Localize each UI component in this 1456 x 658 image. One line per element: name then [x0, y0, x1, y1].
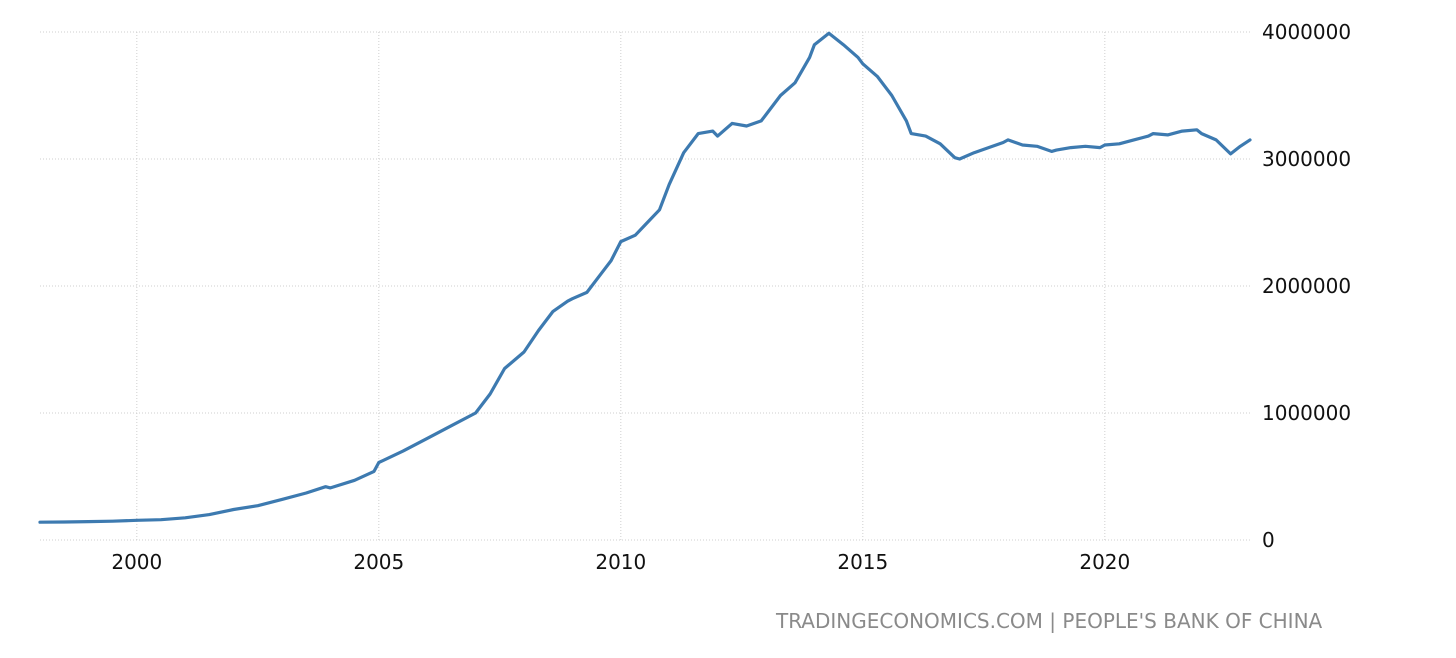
y-axis-tick-labels: 0 1000000 2000000 3000000 4000000 — [1262, 20, 1351, 552]
x-tick-label: 2015 — [837, 550, 888, 574]
series-line — [38, 31, 1252, 524]
x-tick-label: 2010 — [595, 550, 646, 574]
series-layer — [38, 31, 1252, 524]
y-tick-label: 2000000 — [1262, 274, 1351, 298]
x-tick-label: 2005 — [353, 550, 404, 574]
x-tick-label: 2000 — [111, 550, 162, 574]
source-site: TRADINGECONOMICS.COM — [776, 609, 1043, 633]
y-tick-label: 1000000 — [1262, 401, 1351, 425]
source-separator: | — [1049, 609, 1057, 633]
source-provider: PEOPLE'S BANK OF CHINA — [1062, 609, 1323, 633]
y-gridlines — [40, 31, 1250, 541]
x-tick-label: 2020 — [1079, 550, 1130, 574]
source-attribution: TRADINGECONOMICS.COM | PEOPLE'S BANK OF … — [776, 609, 1322, 633]
y-tick-label: 4000000 — [1262, 20, 1351, 44]
y-tick-label: 0 — [1262, 528, 1275, 552]
x-gridlines — [136, 32, 1106, 540]
y-tick-label: 3000000 — [1262, 147, 1351, 171]
x-axis-tick-labels: 2000 2005 2010 2015 2020 — [111, 550, 1130, 574]
